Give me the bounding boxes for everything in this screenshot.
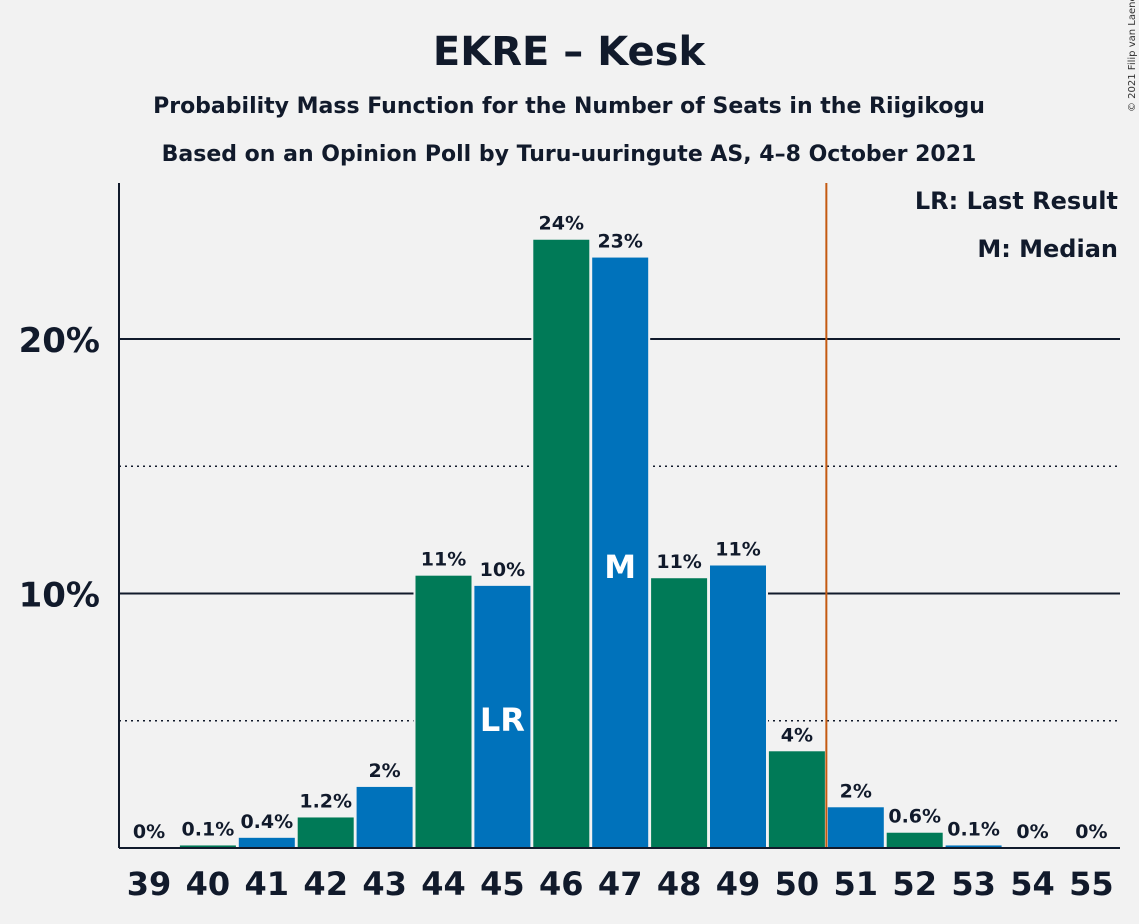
chart-title: EKRE – Kesk — [433, 29, 707, 75]
x-tick-54: 54 — [1010, 865, 1055, 903]
bar-52 — [886, 832, 943, 848]
y-tick-10: 10% — [19, 576, 100, 616]
last-result-marker: LR — [480, 701, 525, 739]
data-label-45: 10% — [480, 559, 525, 581]
data-label-53: 0.1% — [947, 818, 1000, 840]
bars-group — [119, 237, 1122, 848]
data-label-48: 11% — [656, 551, 701, 573]
x-tick-52: 52 — [892, 865, 937, 903]
x-tick-47: 47 — [598, 865, 643, 903]
bar-45 — [474, 585, 531, 848]
bar-41 — [238, 837, 295, 848]
median-marker: M — [604, 548, 636, 586]
bar-40 — [179, 845, 236, 848]
copyright-text: © 2021 Filip van Laenen — [1127, 0, 1138, 112]
chart-subtitle-source: Based on an Opinion Poll by Turu-uuringu… — [162, 142, 977, 167]
x-tick-55: 55 — [1069, 865, 1114, 903]
x-tick-49: 49 — [716, 865, 761, 903]
x-tick-51: 51 — [834, 865, 879, 903]
x-tick-39: 39 — [127, 865, 172, 903]
x-tick-48: 48 — [657, 865, 702, 903]
bar-51 — [827, 807, 884, 848]
bar-53 — [945, 845, 1002, 848]
data-label-39: 0% — [133, 821, 165, 843]
x-tick-42: 42 — [303, 865, 348, 903]
x-tick-46: 46 — [539, 865, 584, 903]
bar-49 — [710, 565, 766, 848]
x-tick-50: 50 — [775, 865, 820, 903]
data-label-50: 4% — [781, 724, 813, 746]
data-labels-group: 0% 0.1% 0.4%1.2%2%11% 10%24%23%11%11%4%2%0.… — [133, 183, 1108, 848]
chart-subtitle: Probability Mass Function for the Number… — [153, 94, 985, 119]
data-label-44: 11% — [421, 549, 466, 571]
data-label-54: 0% — [1016, 821, 1048, 843]
data-label-55: 0% — [1075, 821, 1107, 843]
x-axis-ticks: 39 40 41 42 43 44 45 46 47 48 49 50 51 52 53 54 55 — [127, 865, 1114, 903]
data-label-49: 11% — [715, 539, 760, 561]
data-label-52: 0.6% — [888, 806, 941, 828]
bar-44 — [415, 575, 472, 848]
x-tick-45: 45 — [480, 865, 525, 903]
x-tick-41: 41 — [245, 865, 290, 903]
bar-43 — [356, 786, 413, 848]
bar-46 — [533, 239, 590, 848]
data-label-46: 24% — [539, 213, 584, 235]
data-label-42: 1.2% — [299, 790, 352, 812]
x-tick-43: 43 — [362, 865, 407, 903]
y-tick-20: 20% — [19, 321, 100, 361]
legend-median: M: Median — [977, 235, 1118, 263]
data-label-47: 23% — [597, 231, 642, 253]
x-tick-40: 40 — [186, 865, 231, 903]
bar-50 — [768, 751, 825, 848]
legend-last-result: LR: Last Result — [915, 187, 1118, 215]
data-label-51: 2% — [840, 780, 872, 802]
x-tick-44: 44 — [421, 865, 466, 903]
data-label-41: 0.4% — [240, 811, 293, 833]
x-tick-53: 53 — [951, 865, 996, 903]
y-axis-ticks: 10% 20% — [19, 321, 100, 616]
bar-42 — [297, 817, 354, 848]
data-label-43: 2% — [368, 760, 400, 782]
data-label-40: 0.1% — [182, 818, 235, 840]
bar-47 — [592, 257, 649, 848]
bar-48 — [651, 578, 708, 848]
